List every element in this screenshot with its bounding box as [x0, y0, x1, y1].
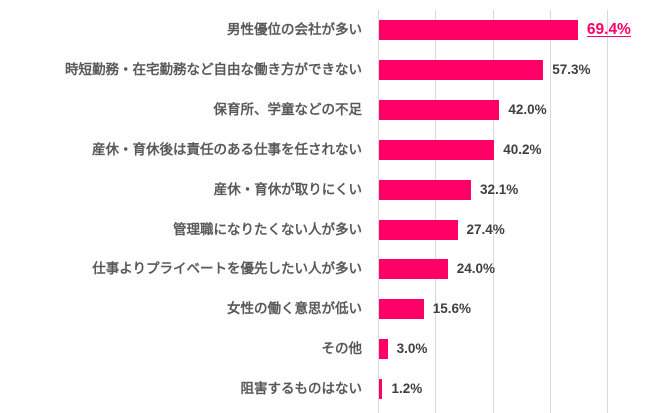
category-label: 男性優位の会社が多い [227, 22, 362, 38]
category-label: 阻害するものはない [240, 381, 363, 398]
value-label: 57.3% [552, 61, 591, 77]
bar [379, 219, 458, 240]
bar [379, 259, 448, 280]
category-label: 産休・育休が取りにくい [213, 181, 362, 198]
category-label: 仕事よりプライベートを優先したい人が多い [92, 261, 362, 278]
bar [379, 20, 578, 40]
bar [379, 59, 544, 80]
category-label: 保育所、学童などの不足 [213, 101, 363, 118]
bar [379, 299, 424, 320]
category-label: 産休・育休後は責任のある仕事を任されない [92, 141, 362, 158]
value-label: 15.6% [432, 301, 471, 317]
value-label: 27.4% [466, 221, 505, 237]
value-label: 32.1% [479, 181, 519, 197]
bar [379, 379, 383, 400]
value-label: 40.2% [503, 141, 542, 157]
gridline [607, 10, 609, 413]
bar [379, 99, 500, 120]
value-label: 24.0% [456, 261, 496, 277]
y-axis-line [378, 10, 379, 413]
gridline [492, 10, 494, 413]
category-label: その他 [321, 341, 363, 358]
value-label: 3.0% [396, 341, 428, 357]
gridline [549, 10, 551, 413]
bar [379, 339, 388, 360]
category-label: 時短勤務・在宅勤務など自由な働き方ができない [65, 61, 362, 78]
bar [379, 179, 471, 200]
value-label: 1.2% [391, 381, 423, 397]
category-label: 管理職になりたくない人が多い [173, 221, 362, 238]
category-label: 女性の働く意思が低い [227, 301, 362, 318]
bar [379, 139, 495, 160]
highlighted-value-label: 69.4% [586, 21, 631, 38]
gridline [435, 10, 437, 413]
value-label: 42.0% [508, 101, 547, 117]
